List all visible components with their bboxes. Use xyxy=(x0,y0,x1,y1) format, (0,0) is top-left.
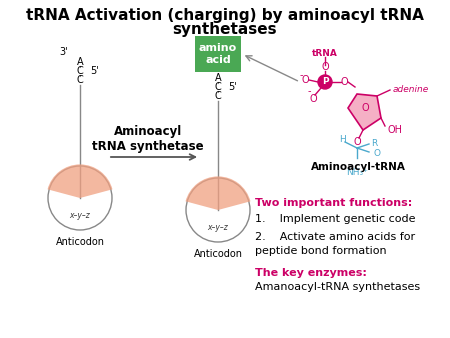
Text: NH₃⁺: NH₃⁺ xyxy=(346,168,368,177)
Text: O: O xyxy=(373,148,380,158)
Text: C: C xyxy=(215,91,221,101)
Circle shape xyxy=(318,75,332,89)
Text: 2.    Activate amino acids for: 2. Activate amino acids for xyxy=(255,232,415,242)
Text: O: O xyxy=(321,62,329,72)
Text: Anticodon: Anticodon xyxy=(55,237,104,247)
Text: amino
acid: amino acid xyxy=(199,43,237,65)
Text: peptide bond formation: peptide bond formation xyxy=(255,246,387,256)
Text: The key enzymes:: The key enzymes: xyxy=(255,268,367,278)
Text: Aminoacyl-tRNA: Aminoacyl-tRNA xyxy=(310,162,405,172)
Text: tRNA: tRNA xyxy=(312,48,338,57)
Text: O: O xyxy=(301,75,309,85)
Text: synthetases: synthetases xyxy=(173,22,277,37)
Wedge shape xyxy=(48,164,112,198)
Text: O: O xyxy=(309,94,317,104)
Text: A: A xyxy=(76,57,83,67)
Text: OH: OH xyxy=(387,125,402,135)
Text: 3': 3' xyxy=(198,63,206,73)
Text: 5': 5' xyxy=(228,82,237,92)
Text: -: - xyxy=(307,86,311,96)
Text: 5': 5' xyxy=(90,66,99,76)
Text: C: C xyxy=(215,82,221,92)
Text: x–y–z: x–y–z xyxy=(70,211,90,220)
Text: O: O xyxy=(340,77,348,87)
Wedge shape xyxy=(185,176,251,210)
Text: tRNA synthetase: tRNA synthetase xyxy=(92,140,204,153)
Text: A: A xyxy=(215,73,221,83)
Text: C: C xyxy=(76,75,83,85)
Text: Amanoacyl-tRNA synthetases: Amanoacyl-tRNA synthetases xyxy=(255,282,420,292)
Text: 1.    Implement genetic code: 1. Implement genetic code xyxy=(255,214,415,224)
Text: P: P xyxy=(322,77,328,87)
Text: adenine: adenine xyxy=(393,84,429,94)
Text: H: H xyxy=(340,136,346,145)
FancyBboxPatch shape xyxy=(195,36,241,72)
Text: Aminoacyl: Aminoacyl xyxy=(114,125,182,138)
Text: 3': 3' xyxy=(59,47,68,57)
Text: C: C xyxy=(76,66,83,76)
Text: O: O xyxy=(353,137,361,147)
Polygon shape xyxy=(348,94,381,130)
Text: -: - xyxy=(299,70,303,80)
Text: tRNA Activation (charging) by aminoacyl tRNA: tRNA Activation (charging) by aminoacyl … xyxy=(26,8,424,23)
Text: O: O xyxy=(361,103,369,113)
Text: Two important functions:: Two important functions: xyxy=(255,198,412,208)
Text: x–y–z: x–y–z xyxy=(207,223,228,232)
Text: Anticodon: Anticodon xyxy=(194,249,243,259)
Text: R: R xyxy=(371,139,377,147)
